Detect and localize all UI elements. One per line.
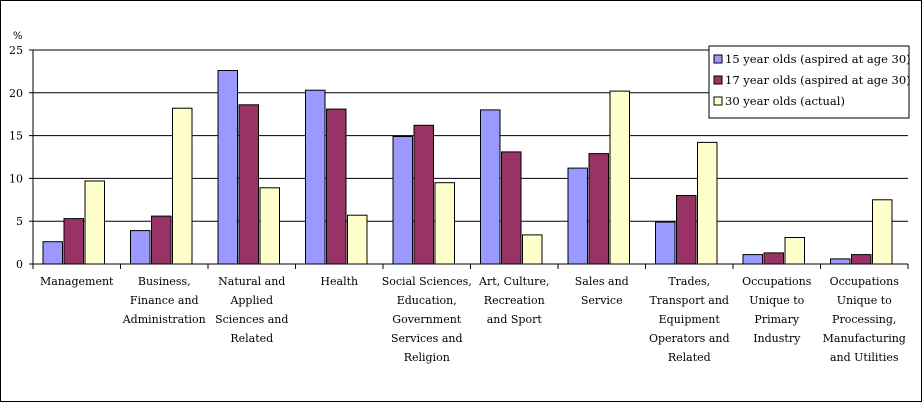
legend-label-3: 30 year olds (actual) xyxy=(725,94,845,108)
legend: 15 year olds (aspired at age 30) 17 year … xyxy=(708,45,911,119)
bar-series-3 xyxy=(522,234,543,265)
category-label: Occupations Unique to Processing, Manufactu… xyxy=(823,275,906,364)
bar-series-1 xyxy=(217,70,238,265)
legend-swatch-2 xyxy=(713,75,723,85)
bars xyxy=(42,70,893,265)
bar-series-3 xyxy=(609,90,630,265)
bar-series-2 xyxy=(238,104,259,265)
y-tick-label: 0 xyxy=(16,258,23,271)
bar-series-2 xyxy=(763,252,784,265)
category-label: Sales and Service xyxy=(575,275,629,307)
bar-series-2 xyxy=(413,124,434,265)
category-label: Business, Finance and Administration xyxy=(122,275,206,326)
bar-series-3 xyxy=(872,199,893,265)
category-label: Occupations Unique to Primary Industry xyxy=(742,275,812,345)
bar-series-1 xyxy=(392,136,413,265)
bar-series-2 xyxy=(588,153,609,265)
y-axis-unit-label: % xyxy=(13,31,23,42)
category-label: Trades, Transport and Equipment Operators a… xyxy=(649,275,730,364)
bar-series-2 xyxy=(326,108,347,265)
bar-series-1 xyxy=(742,254,763,265)
bar-series-2 xyxy=(676,195,697,265)
legend-box xyxy=(708,45,910,119)
category-label: Natural and Applied Sciences and Related xyxy=(215,275,288,345)
y-tick-label: 15 xyxy=(9,130,23,143)
y-tick-label: 20 xyxy=(9,87,23,100)
y-tick-label: 5 xyxy=(16,215,23,228)
bar-series-1 xyxy=(480,109,501,265)
bar-series-1 xyxy=(305,89,326,265)
legend-swatch-1 xyxy=(713,54,723,64)
category-label: Health xyxy=(320,275,358,288)
bar-series-1 xyxy=(567,167,588,265)
bar-series-3 xyxy=(172,107,193,265)
bar-series-2 xyxy=(63,218,84,265)
category-label: Management xyxy=(40,275,114,288)
bar-series-3 xyxy=(434,182,455,265)
y-tick-label: 25 xyxy=(9,44,23,57)
bar-series-3 xyxy=(347,214,368,265)
legend-swatch-3 xyxy=(713,96,723,106)
bar-series-1 xyxy=(655,221,676,265)
axes xyxy=(29,49,909,269)
bar-series-1 xyxy=(830,258,851,265)
y-tick-label: 10 xyxy=(9,172,23,185)
bar-series-3 xyxy=(697,141,718,265)
bar-series-2 xyxy=(501,151,522,265)
bar-series-3 xyxy=(784,237,805,265)
y-tick-labels: 0 5 10 15 20 25 xyxy=(9,44,23,271)
bar-series-1 xyxy=(130,230,151,265)
bar-series-1 xyxy=(42,241,63,265)
category-label: Social Sciences, Education, Government Serv… xyxy=(382,275,472,364)
legend-label-1: 15 year olds (aspired at age 30) xyxy=(725,52,911,66)
bar-series-2 xyxy=(851,254,872,265)
legend-label-2: 17 year olds (aspired at age 30) xyxy=(725,73,911,87)
category-labels: Management Business, Finance and Administra… xyxy=(40,275,906,364)
bar-series-3 xyxy=(84,180,105,265)
category-label: Art, Culture, Recreation and Sport xyxy=(478,275,549,326)
bar-series-2 xyxy=(151,215,172,265)
bar-series-3 xyxy=(259,187,280,265)
